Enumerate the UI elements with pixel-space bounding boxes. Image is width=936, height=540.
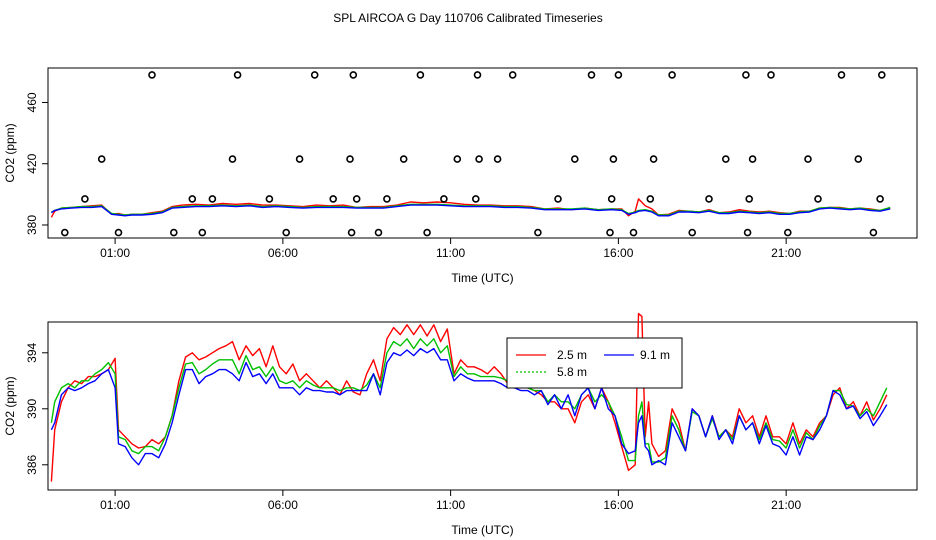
top-series-5-8-mm bbox=[51, 203, 891, 216]
top-flag-point bbox=[493, 155, 502, 163]
top-flag-point bbox=[743, 228, 752, 237]
top-flag-point bbox=[453, 155, 462, 163]
bottom-series-9-1-mm bbox=[50, 347, 888, 466]
top-flag-point bbox=[721, 155, 730, 163]
top-flag-point bbox=[705, 195, 713, 203]
top-plot-frame bbox=[47, 67, 918, 239]
top-y-tick-label: 420 bbox=[25, 153, 39, 173]
top-flag-point bbox=[81, 195, 89, 203]
top-flag-point bbox=[570, 155, 579, 163]
top-flag-point bbox=[97, 155, 106, 163]
top-flag-point bbox=[228, 155, 237, 163]
legend-label-2-5m: 2.5 m bbox=[557, 348, 587, 362]
bottom-x-tick-label: 11:00 bbox=[436, 498, 465, 512]
legend: 2.5 m 9.1 m 5.8 m bbox=[506, 337, 683, 389]
legend-label-5-8m: 5.8 m bbox=[557, 365, 587, 379]
top-flag-point bbox=[61, 228, 69, 237]
top-flag-point bbox=[265, 195, 274, 203]
top-flag-point bbox=[329, 195, 338, 203]
bottom-x-tick-label: 21:00 bbox=[771, 498, 801, 512]
bottom-y-axis-label: CO2 (ppm) bbox=[3, 376, 17, 435]
top-flag-point bbox=[606, 228, 614, 237]
top-x-tick-label: 06:00 bbox=[268, 246, 298, 260]
top-flag-point bbox=[646, 195, 655, 203]
top-flag-point bbox=[877, 71, 886, 79]
top-flag-point bbox=[869, 228, 878, 237]
top-flag-point bbox=[475, 155, 483, 163]
top-flag-point bbox=[742, 71, 750, 79]
top-flag-point bbox=[440, 195, 448, 203]
top-y-axis-label: CO2 (ppm) bbox=[3, 123, 17, 182]
top-flag-point bbox=[814, 195, 822, 203]
top-flag-point bbox=[614, 71, 623, 79]
top-flag-point bbox=[346, 155, 354, 163]
top-flag-point bbox=[554, 195, 562, 203]
bottom-panel: Time (UTC) CO2 (ppm) 2.5 m 9.1 m 5.8 m 0… bbox=[3, 312, 918, 537]
bottom-series-5-8-mm bbox=[50, 338, 888, 463]
top-flag-point bbox=[473, 71, 482, 79]
top-flag-point bbox=[668, 71, 676, 79]
chart-title: SPL AIRCOA G Day 110706 Calibrated Times… bbox=[333, 11, 602, 25]
bottom-series-2-5-mm bbox=[50, 312, 888, 482]
top-flag-point bbox=[745, 195, 754, 203]
legend-box bbox=[506, 337, 683, 389]
top-flag-point bbox=[783, 228, 792, 237]
top-flag-point bbox=[208, 195, 217, 203]
top-x-axis-label: Time (UTC) bbox=[451, 271, 513, 285]
bottom-x-tick-label: 16:00 bbox=[603, 498, 633, 512]
top-flag-point bbox=[629, 228, 638, 237]
top-flag-point bbox=[767, 71, 775, 79]
top-panel: Time (UTC) CO2 (ppm) 01:00 06:00 11:00 16:0… bbox=[3, 67, 918, 285]
bottom-y-tick-label: 394 bbox=[25, 342, 39, 362]
top-flag-point bbox=[188, 195, 197, 203]
top-flag-point bbox=[233, 71, 242, 79]
top-x-tick-label: 11:00 bbox=[436, 246, 465, 260]
top-series-2-5-mm bbox=[50, 198, 891, 218]
top-flag-point bbox=[383, 195, 391, 203]
top-x-tick-label: 16:00 bbox=[603, 246, 633, 260]
top-flag-point bbox=[374, 228, 383, 237]
top-flag-point bbox=[876, 195, 884, 203]
top-flag-point bbox=[423, 228, 431, 237]
top-flag-point bbox=[804, 155, 812, 163]
top-series-9-1-mm bbox=[50, 204, 891, 217]
top-flag-point bbox=[609, 155, 618, 163]
top-x-tick-label: 01:00 bbox=[100, 246, 130, 260]
top-flag-point bbox=[399, 155, 408, 163]
bottom-plot-frame bbox=[47, 321, 918, 491]
top-flag-point bbox=[198, 228, 207, 237]
top-flag-point bbox=[416, 71, 425, 79]
top-flag-point bbox=[471, 195, 480, 203]
top-flag-point bbox=[587, 71, 596, 79]
bottom-y-tick-label: 386 bbox=[25, 454, 39, 474]
top-flag-point bbox=[607, 195, 616, 203]
top-y-tick-label: 380 bbox=[25, 215, 39, 235]
top-x-tick-label: 21:00 bbox=[771, 246, 801, 260]
top-flag-point bbox=[170, 228, 178, 237]
legend-label-9-1m: 9.1 m bbox=[640, 348, 670, 362]
top-flag-point bbox=[347, 228, 356, 237]
top-flag-point bbox=[748, 155, 757, 163]
top-flag-point bbox=[295, 155, 304, 163]
top-y-tick-label: 460 bbox=[25, 92, 39, 112]
bottom-y-tick-label: 390 bbox=[25, 398, 39, 418]
top-flag-point bbox=[310, 71, 319, 79]
bottom-x-axis-label: Time (UTC) bbox=[451, 523, 513, 537]
top-flag-point bbox=[534, 228, 542, 237]
top-flag-point bbox=[349, 71, 358, 79]
top-flag-point bbox=[688, 228, 697, 237]
top-flag-point bbox=[508, 71, 517, 79]
bottom-x-tick-label: 06:00 bbox=[268, 498, 298, 512]
top-flag-point bbox=[282, 228, 291, 237]
top-flag-point bbox=[649, 155, 658, 163]
top-flag-point bbox=[854, 155, 863, 163]
top-flag-point bbox=[114, 228, 123, 237]
top-flag-point bbox=[148, 71, 156, 79]
top-flag-point bbox=[352, 195, 361, 203]
bottom-x-tick-label: 01:00 bbox=[100, 498, 130, 512]
top-flag-point bbox=[837, 71, 846, 79]
